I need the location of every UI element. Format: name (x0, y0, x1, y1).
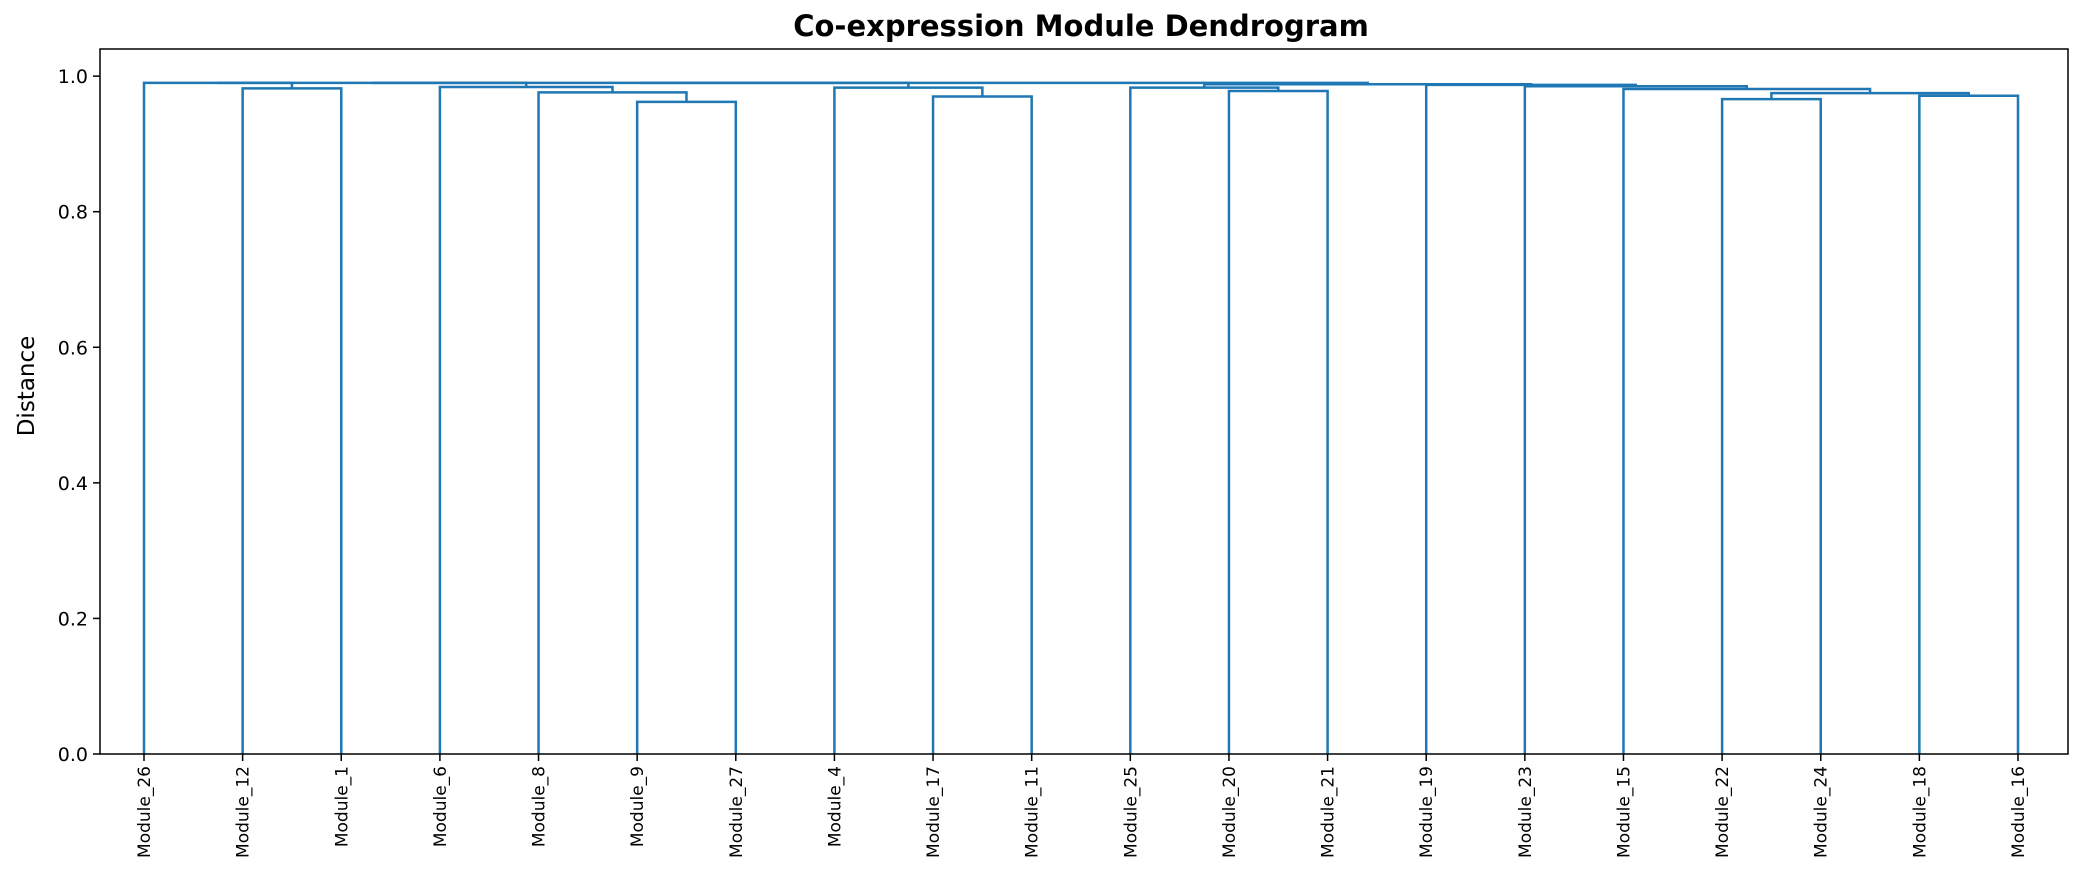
dendrogram-link-4 (438, 85, 614, 754)
leaf-label-module-16: Module_16 (2009, 766, 2029, 858)
leaf-label-module-6: Module_6 (431, 766, 451, 847)
leaf-label-module-18: Module_18 (1910, 766, 1930, 858)
y-tick-label: 0.6 (58, 337, 88, 359)
leaf-label-module-9: Module_9 (628, 766, 648, 847)
y-tick-label: 0.8 (58, 202, 88, 224)
leaf-label-module-12: Module_12 (234, 766, 254, 858)
leaf-label-module-19: Module_19 (1417, 766, 1437, 858)
dendrogram-link-12 (1622, 87, 1872, 754)
y-tick-label: 0.2 (58, 608, 88, 630)
dendrogram-link-19 (640, 81, 1369, 85)
leaf-label-module-24: Module_24 (1812, 766, 1832, 858)
dendrogram-link-6 (833, 86, 984, 754)
dendrogram-link-8 (1129, 86, 1280, 754)
dendrogram-link-3 (537, 91, 688, 754)
dendrogram-link-5 (931, 95, 1033, 754)
y-tick-label: 0.0 (58, 744, 88, 766)
dendrogram-link-13 (1523, 85, 1749, 754)
leaf-label-module-8: Module_8 (530, 766, 550, 847)
dendrogram-link-14 (1424, 83, 1638, 754)
y-axis-label: Distance (14, 336, 40, 437)
leaf-label-module-25: Module_25 (1121, 766, 1141, 858)
y-axis: 0.0 0.2 0.4 0.6 0.8 1.0 (58, 66, 100, 766)
leaf-label-module-17: Module_17 (924, 766, 944, 858)
leaf-label-module-26: Module_26 (135, 766, 155, 858)
leaf-label-module-4: Module_4 (825, 766, 845, 847)
leaf-label-module-15: Module_15 (1614, 766, 1634, 858)
leaf-label-module-1: Module_1 (332, 766, 352, 847)
dendrogram-link-16 (142, 81, 294, 754)
dendrogram-link-7 (1227, 89, 1329, 754)
plot-frame (99, 48, 2069, 755)
dendrogram-links (142, 81, 2020, 754)
leaf-label-module-23: Module_23 (1516, 766, 1536, 858)
dendrogram-link-1 (241, 87, 343, 754)
dendrogram-link-10 (1918, 94, 2020, 754)
leaf-label-module-22: Module_22 (1713, 766, 1733, 858)
y-tick-label: 1.0 (58, 66, 88, 88)
leaf-label-module-21: Module_21 (1319, 766, 1339, 858)
leaf-label-module-20: Module_20 (1220, 766, 1240, 858)
y-tick-label: 0.4 (58, 473, 88, 495)
leaf-label-module-11: Module_11 (1023, 766, 1043, 858)
dendrogram-link-2 (635, 100, 738, 754)
x-axis: Module_26 Module_12 Module_1 Module_6 Module… (135, 754, 2029, 858)
chart-title: Co-expression Module Dendrogram (793, 9, 1369, 43)
leaf-label-module-27: Module_27 (727, 766, 747, 858)
dendrogram-link-9 (1720, 97, 1822, 754)
